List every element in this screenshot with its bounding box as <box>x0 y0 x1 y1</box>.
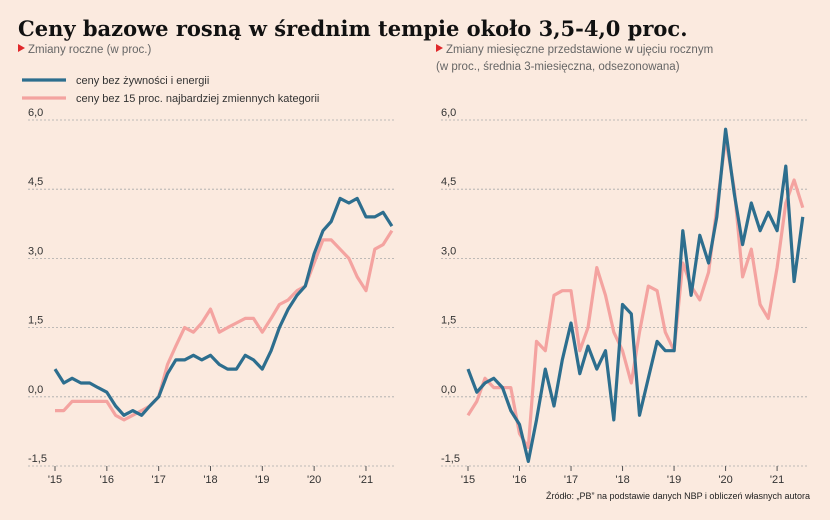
y-tick-label: 4,5 <box>441 176 456 188</box>
y-tick-label: 6,0 <box>28 107 43 119</box>
y-tick-label: 0,0 <box>441 384 456 396</box>
x-tick-label: '15 <box>461 474 475 486</box>
y-tick-label: 1,5 <box>441 315 456 327</box>
x-tick-label: '18 <box>615 474 629 486</box>
x-tick-label: '20 <box>307 474 321 486</box>
series-line <box>55 229 394 422</box>
x-tick-label: '21 <box>770 474 784 486</box>
x-tick-label: '19 <box>255 474 269 486</box>
subtitle: Zmiany roczne (w proc.) <box>28 44 152 56</box>
y-tick-label: 1,5 <box>28 315 43 327</box>
x-tick-label: '19 <box>667 474 681 486</box>
y-tick-label: 3,0 <box>28 245 43 257</box>
source: Źródło: „PB” na podstawie danych NBP i o… <box>546 491 810 501</box>
x-tick-label: '17 <box>564 474 578 486</box>
x-tick-label: '16 <box>512 474 526 486</box>
series-line <box>466 127 805 463</box>
y-tick-label: 0,0 <box>28 384 43 396</box>
marker-triangle <box>18 44 25 52</box>
x-tick-label: '15 <box>48 474 62 486</box>
chart-title: Ceny bazowe rosną w średnim tempie około… <box>18 16 688 41</box>
x-tick-label: '21 <box>359 474 373 486</box>
y-tick-label: 3,0 <box>441 245 456 257</box>
x-tick-label: '17 <box>151 474 165 486</box>
marker-triangle <box>436 44 443 52</box>
x-tick-label: '20 <box>718 474 732 486</box>
x-tick-label: '18 <box>203 474 217 486</box>
legend-label: ceny bez 15 proc. najbardziej zmiennych … <box>76 93 319 105</box>
y-tick-label: 4,5 <box>28 176 43 188</box>
y-tick-label: 6,0 <box>441 107 456 119</box>
legend-label: ceny bez żywności i energii <box>76 75 209 87</box>
subtitle: Zmiany miesięczne przedstawione w ujęciu… <box>446 44 713 56</box>
y-tick-label: -1,5 <box>28 453 47 465</box>
series-line <box>466 136 805 450</box>
x-tick-label: '16 <box>100 474 114 486</box>
y-tick-label: -1,5 <box>441 453 460 465</box>
subtitle-note: (w proc., średnia 3-miesięczna, odsezono… <box>436 61 680 73</box>
series-line <box>53 196 394 417</box>
